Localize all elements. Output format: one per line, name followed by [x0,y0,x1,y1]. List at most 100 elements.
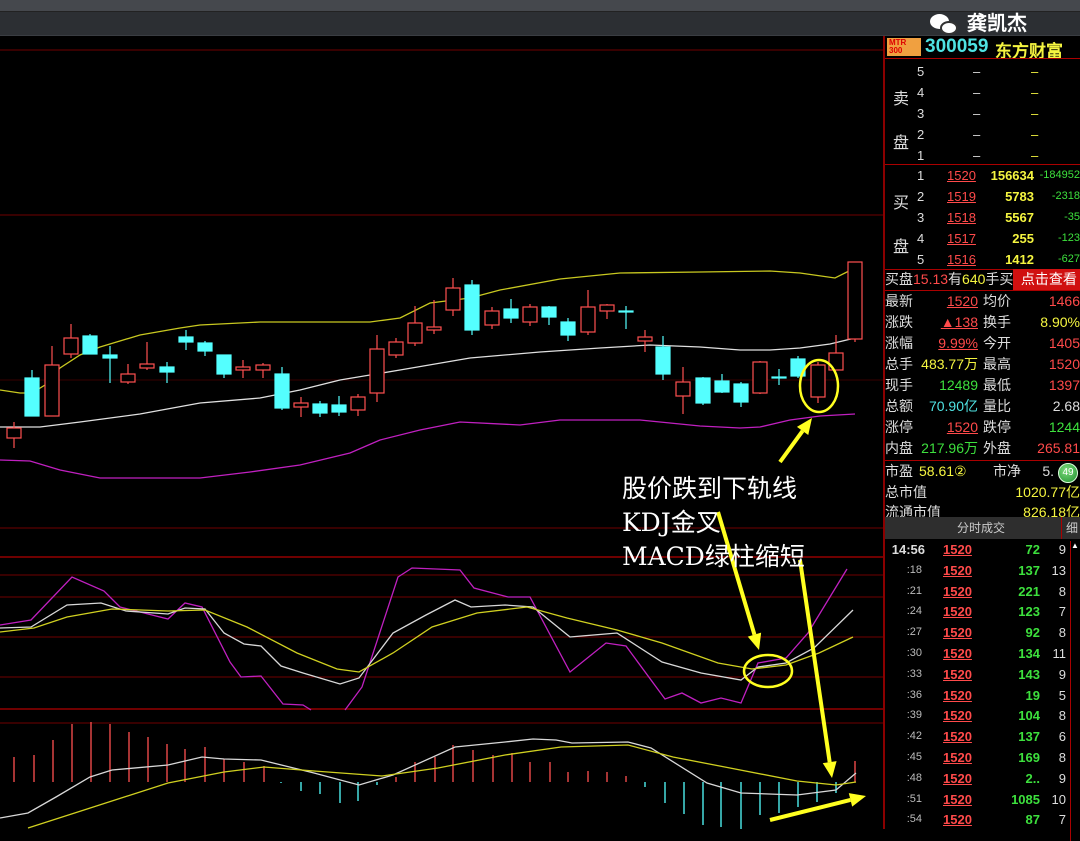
buy-level: 1 [917,168,925,183]
kline-chart[interactable] [0,36,883,829]
candle-down [312,403,328,414]
buy-label: 买盘 [892,195,909,256]
float-badge[interactable]: 49 [1058,463,1078,483]
tick-volume: 104 [1018,708,1040,724]
candle-up [637,336,653,342]
tick-time: 14:56 [891,542,925,557]
view-button[interactable]: 点击查看 [1013,269,1080,290]
candle-up [388,341,404,356]
sell-row[interactable]: 3 – – [885,103,1080,124]
sell-level: 4 [917,85,925,100]
tick-scrollbar[interactable]: ▲ [1070,541,1080,841]
quote-label: 外盘 [983,440,1011,456]
tick-volume: 143 [1018,666,1040,682]
sell-price: – [973,127,981,142]
candle-down [216,354,232,375]
tick-volume: 72 [1025,542,1040,557]
quote-label: 涨停 [885,419,913,435]
highlight-circle [742,653,794,689]
tick-count: 8 [1058,708,1066,724]
tick-count: 9 [1058,666,1066,682]
pe-label: 市盈 [885,463,913,479]
buy-row[interactable]: 2 1519 5783 -2318 [885,186,1080,207]
candle-down [274,373,290,409]
sell-price: – [973,148,981,163]
buy-volume: 1412 [1005,252,1034,267]
middle-band-line [0,337,856,428]
sell-row[interactable]: 4 – – [885,82,1080,103]
sell-volume: – [1031,148,1039,163]
tick-row: :39 1520 104 8 [885,705,1080,726]
tick-price: 1520 [943,562,972,578]
tick-tab-bar[interactable]: 分时成交 细 [885,517,1080,539]
tick-price: 1520 [943,812,972,828]
buy-row[interactable]: 3 1518 5567 -35 [885,207,1080,228]
pb-label: 市净 [993,463,1021,479]
tick-time: :30 [906,647,922,659]
candle-up [847,261,863,340]
separator [885,58,1080,59]
market-cap-value: 1020.77亿 [1015,484,1080,500]
tick-time: :39 [906,709,922,722]
buy-level: 4 [917,231,925,246]
quote-row: 内盘 217.96万 外盘 265.81 [885,438,1080,459]
tick-volume: 137 [1018,562,1040,578]
candle-up [484,310,500,326]
tick-count: 9 [1058,542,1066,557]
quote-value: 1466 [1048,293,1080,309]
quote-label: 涨幅 [885,335,913,351]
float-cap-row: 流通市值 826.18亿 [885,502,1080,523]
annotation-text: 股价跌到下轨线 KDJ金叉 MACD绿柱缩短 [622,472,805,574]
candle-up [293,402,309,408]
candle-up [235,366,251,371]
quote-panel: MTR 300 300059 东方财富 卖盘 5– –4– –3– –2– –1– – 买盘 1… [883,36,1080,841]
sell-price: – [973,64,981,79]
buy-row[interactable]: 1 1520 156634 -184952 [885,165,1080,186]
candle-down [331,404,347,413]
tick-price: 1520 [943,750,972,765]
arrow-shaft [769,797,851,822]
annotation-line-3: MACD绿柱缩短 [622,542,805,571]
sell-row[interactable]: 2 – – [885,124,1080,145]
float-cap-label: 流通市值 [885,504,941,520]
tick-volume: 92 [1025,625,1040,641]
annotation-line-2: KDJ金叉 [622,508,721,537]
tab-ticks[interactable]: 分时成交 [957,521,1006,535]
stock-code[interactable]: 300059 [925,36,989,57]
candle-down [464,284,480,331]
quote-value: 70.90亿 [928,398,978,414]
sell-row[interactable]: 5 – – [885,61,1080,82]
arrow-icon [747,632,762,650]
tick-row: :27 1520 92 8 [885,622,1080,643]
sell-level: 2 [917,127,925,142]
candle-up [675,381,691,397]
window-title-bar [0,0,1080,11]
tick-volume: 123 [1018,604,1040,620]
kdj-j-line [344,567,848,711]
tick-count: 10 [1051,791,1066,807]
arrow-shaft [798,559,832,763]
buy-price: 1518 [947,210,976,225]
buy-row[interactable]: 5 1516 1412 -627 [885,249,1080,270]
tick-count: 13 [1051,562,1066,578]
quote-label: 总额 [885,398,913,414]
kdj-j-line [0,576,312,711]
buy-change: -35 [1064,211,1080,223]
quote-label: 量比 [983,398,1011,414]
tick-volume: 137 [1018,729,1040,745]
quote-label: 内盘 [885,440,913,456]
buy-row[interactable]: 4 1517 255 -123 [885,228,1080,249]
tab-detail[interactable]: 细 [1061,517,1078,539]
tick-time: :42 [906,730,922,743]
quote-row: 涨幅 9.99% 今开 1405 [885,333,1080,354]
sell-label: 卖盘 [892,91,909,152]
quote-row: 总手 483.77万 最高 1520 [885,354,1080,375]
macd-dif-line [0,738,857,819]
lower-band-line [0,413,856,479]
candle-up [139,363,155,369]
sell-volume: – [1031,106,1039,121]
quote-row: 总额 70.90亿 量比 2.68 [885,396,1080,417]
bid-queue-qty: 640 [962,271,986,287]
sell-row[interactable]: 1 – – [885,145,1080,166]
candle-up [445,287,461,311]
